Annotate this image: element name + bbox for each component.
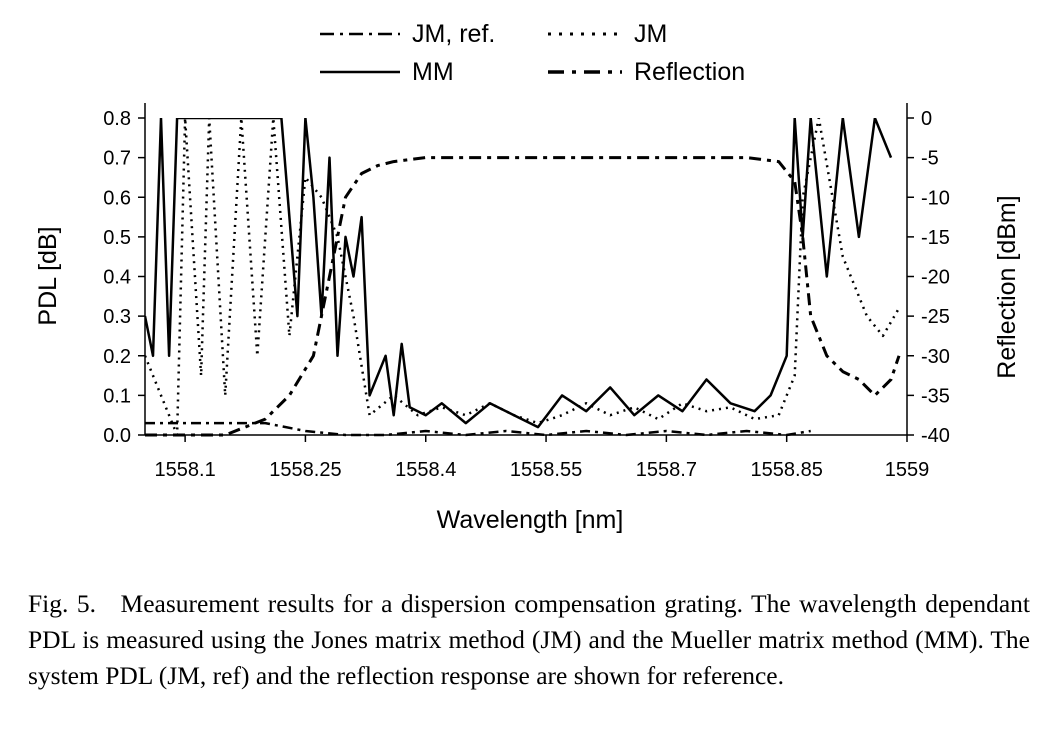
legend-label-reflection: Reflection (634, 58, 745, 86)
y-tick-label: 0.3 (103, 306, 131, 328)
x-tick-label: 1558.1 (155, 459, 216, 481)
series-layer (145, 118, 901, 437)
series-line-mm (145, 118, 893, 429)
y-tick-label: 0.0 (103, 425, 131, 447)
y2-tick-label: -40 (921, 425, 950, 447)
caption-text: Measurement results for a dispersion com… (28, 589, 1030, 690)
legend-label-jm-ref: JM, ref. (412, 20, 495, 48)
x-tick-label: 1558.85 (751, 459, 823, 481)
y-tick-label: 0.8 (103, 108, 131, 130)
y-tick-label: 0.6 (103, 187, 131, 209)
y2-tick-label: -10 (921, 187, 950, 209)
figure-caption: Fig. 5. Measurement results for a disper… (28, 586, 1030, 694)
x-axis-label: Wavelength [nm] (437, 506, 624, 534)
series-line-jm-ref (145, 421, 811, 437)
x-tick-label: 1558.7 (636, 459, 697, 481)
y-tick-label: 0.5 (103, 227, 131, 249)
x-tick-label: 1558.25 (269, 459, 341, 481)
series-line-reflection (145, 156, 901, 437)
pdl-reflection-chart: JM, ref. JM MM Reflection 1558.1 1558.25 1… (34, 20, 1021, 534)
y2-tick-label: -30 (921, 346, 950, 368)
x-tick-label: 1558.4 (395, 459, 456, 481)
y2-tick-label: -15 (921, 227, 950, 249)
y-tick-label: 0.2 (103, 346, 131, 368)
figure-number: Fig. 5. (28, 589, 97, 618)
y2-tick-label: -25 (921, 306, 950, 328)
x-tick-label: 1558.55 (510, 459, 582, 481)
y2-axis-ticks: 0 -5 -10 -15 -20 -25 -30 -35 -40 (907, 108, 950, 447)
y-tick-label: 0.1 (103, 385, 131, 407)
y-tick-label: 0.4 (103, 267, 131, 289)
y-axis-label: PDL [dB] (34, 226, 62, 325)
x-tick-label: 1559 (885, 459, 930, 481)
y2-tick-label: -5 (921, 148, 939, 170)
legend-label-mm: MM (412, 58, 454, 86)
x-axis-ticks: 1558.1 1558.25 1558.4 1558.55 1558.7 1558.85 1… (155, 435, 930, 481)
chart-legend: JM, ref. JM MM Reflection (320, 20, 745, 86)
legend-label-jm: JM (634, 20, 667, 48)
y2-tick-label: -35 (921, 385, 950, 407)
y2-tick-label: -20 (921, 267, 950, 289)
series-line-jm (145, 118, 901, 437)
y2-axis-label: Reflection [dBm] (993, 195, 1021, 378)
y2-tick-label: 0 (921, 108, 932, 130)
y-axis-ticks: 0.0 0.1 0.2 0.3 0.4 0.5 0.6 0.7 0.8 (103, 108, 145, 447)
y-tick-label: 0.7 (103, 148, 131, 170)
